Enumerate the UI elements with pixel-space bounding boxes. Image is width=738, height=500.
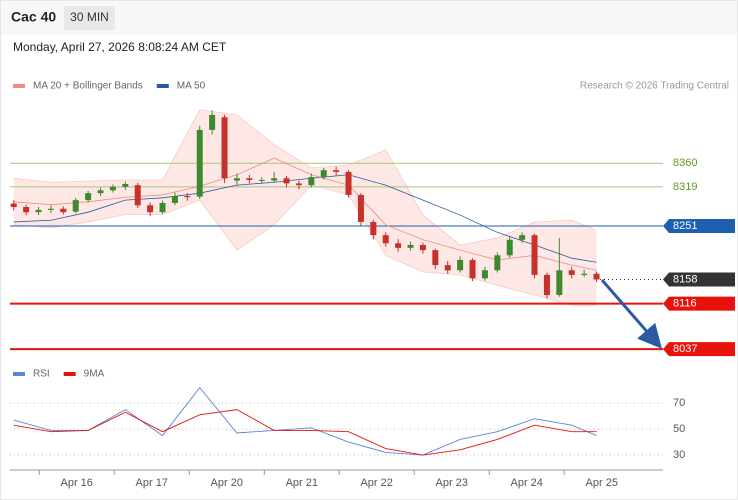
candle-body xyxy=(271,178,278,181)
legend-label: 9MA xyxy=(84,369,105,380)
candle-body xyxy=(432,250,439,266)
candle-body xyxy=(519,235,526,240)
candle-body xyxy=(221,117,228,179)
candle-body xyxy=(47,208,54,210)
candle-body xyxy=(23,207,30,213)
x-tick-label: Apr 17 xyxy=(136,477,168,489)
candle-body xyxy=(196,129,203,197)
top-bar xyxy=(1,1,737,35)
interval-button[interactable] xyxy=(64,6,115,30)
y-tick-label: 30 xyxy=(673,449,685,461)
candle-body xyxy=(531,235,538,275)
level-label: 8158 xyxy=(673,273,697,285)
candle-body xyxy=(506,239,513,256)
candle-body xyxy=(543,274,550,296)
level-tag xyxy=(663,218,735,233)
legend-swatch xyxy=(156,84,169,88)
candle-body xyxy=(556,270,563,296)
candle-body xyxy=(171,196,178,203)
level-tag xyxy=(663,296,735,311)
legend-label: MA 20 + Bollinger Bands xyxy=(33,81,143,92)
candle-body xyxy=(134,185,141,206)
candle-body xyxy=(370,221,377,236)
interval-label[interactable]: 30 MIN xyxy=(70,10,109,24)
x-tick-label: Apr 23 xyxy=(435,477,467,489)
candle-body xyxy=(320,170,327,178)
candle-body xyxy=(209,114,216,130)
candle-body xyxy=(283,178,290,184)
candle-body xyxy=(494,255,501,271)
candle-body xyxy=(147,205,154,213)
candle-body xyxy=(593,273,600,280)
x-tick-label: Apr 16 xyxy=(61,477,93,489)
candle-body xyxy=(481,270,488,279)
x-tick-label: Apr 20 xyxy=(211,477,243,489)
level-label: 8319 xyxy=(673,181,697,193)
candle-body xyxy=(72,200,79,212)
legend-swatch xyxy=(13,84,25,88)
candle-body xyxy=(308,177,315,186)
candle-body xyxy=(109,186,116,191)
candle-body xyxy=(159,202,166,213)
subtitle: Monday, April 27, 2026 8:08:24 AM CET xyxy=(13,40,227,54)
x-tick-label: Apr 22 xyxy=(360,477,392,489)
candle-body xyxy=(469,259,476,279)
candle-body xyxy=(333,170,340,172)
candle-body xyxy=(85,193,92,201)
chart-title: Cac 40 xyxy=(11,9,56,25)
y-tick-label: 70 xyxy=(673,397,685,409)
band-upper xyxy=(13,109,597,246)
candle-body xyxy=(97,190,104,194)
candle-body xyxy=(258,179,265,181)
level-label: 8251 xyxy=(673,220,697,232)
level-tag xyxy=(663,272,735,287)
level-tag xyxy=(663,342,735,357)
candle-body xyxy=(357,194,364,222)
x-tick-label: Apr 21 xyxy=(286,477,318,489)
candle-body xyxy=(345,171,352,195)
level-label: 8037 xyxy=(673,343,697,355)
candle-body xyxy=(382,235,389,244)
rsi-ma-line xyxy=(13,409,597,456)
candle-body xyxy=(568,270,575,275)
candle-body xyxy=(395,243,402,248)
forecast-arrow xyxy=(600,279,662,349)
legend-label: MA 50 xyxy=(177,81,206,92)
candle-body xyxy=(35,209,42,213)
rsi-line xyxy=(13,386,597,456)
x-tick-label: Apr 24 xyxy=(511,477,543,489)
candle-body xyxy=(184,196,191,198)
candle-body xyxy=(233,178,240,181)
legend-swatch xyxy=(63,372,76,376)
level-label: 8116 xyxy=(673,298,697,310)
candle-body xyxy=(581,273,588,275)
level-label: 8360 xyxy=(673,157,697,169)
legend-swatch xyxy=(13,372,25,376)
candle-body xyxy=(419,244,426,251)
x-tick-label: Apr 25 xyxy=(586,477,618,489)
bollinger-fill xyxy=(13,109,597,306)
candle-body xyxy=(295,183,302,186)
candle-body xyxy=(407,244,414,248)
candle-body xyxy=(246,178,253,180)
candle-body xyxy=(10,203,17,208)
candle-body xyxy=(60,208,67,213)
candle-body xyxy=(122,183,129,187)
candle-body xyxy=(444,265,451,271)
candle-body xyxy=(457,259,464,271)
attribution: Research © 2026 Trading Central xyxy=(580,81,729,92)
legend-label: RSI xyxy=(33,369,50,380)
y-tick-label: 50 xyxy=(673,423,685,435)
